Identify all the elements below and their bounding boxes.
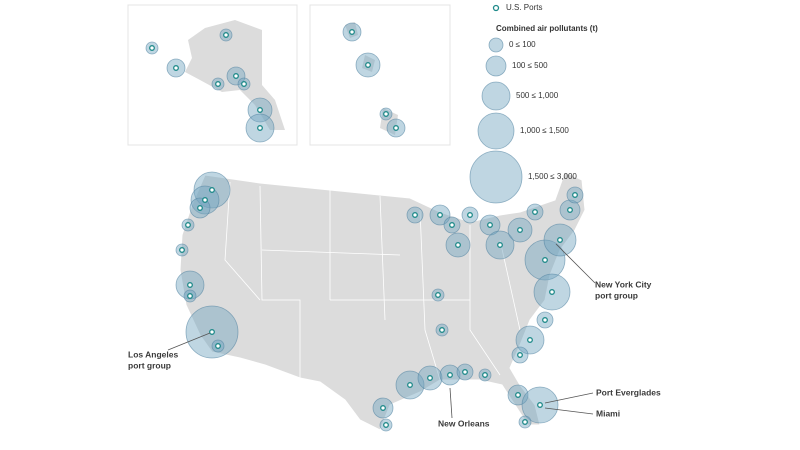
legend-bubble bbox=[485, 55, 507, 77]
port-dot bbox=[487, 222, 493, 228]
port-dot bbox=[197, 205, 203, 211]
port-dot bbox=[437, 212, 443, 218]
place-label: Miami bbox=[596, 408, 620, 418]
place-label: Port Everglades bbox=[596, 387, 661, 397]
port-dot bbox=[482, 372, 488, 378]
contiguous-us bbox=[179, 171, 586, 431]
legend: U.S. Ports Combined air pollutants (t) 0… bbox=[469, 3, 598, 204]
legend-bin: 500 ≤ 1,000 bbox=[516, 91, 559, 100]
port-dot bbox=[497, 242, 503, 248]
place-label: Los Angeles bbox=[128, 349, 178, 359]
port-dot bbox=[179, 247, 185, 253]
port-dot bbox=[427, 375, 433, 381]
legend-bubble bbox=[481, 81, 511, 111]
port-dot bbox=[215, 81, 221, 87]
place-label: port group bbox=[595, 290, 638, 300]
port-dot bbox=[449, 222, 455, 228]
port-dot bbox=[527, 337, 533, 343]
legend-title: Combined air pollutants (t) bbox=[496, 24, 598, 33]
state-lines bbox=[224, 181, 521, 381]
legend-bin: 1,000 ≤ 1,500 bbox=[520, 126, 569, 135]
port-dot bbox=[407, 382, 413, 388]
port-dot bbox=[185, 222, 191, 228]
leader-line bbox=[167, 332, 211, 351]
port-dot bbox=[233, 73, 239, 79]
leader-line bbox=[544, 407, 594, 415]
port-dot bbox=[517, 227, 523, 233]
port-dot bbox=[439, 327, 445, 333]
port-dot bbox=[223, 32, 229, 38]
port-dot bbox=[393, 125, 399, 131]
port-dot bbox=[412, 212, 418, 218]
port-dot bbox=[257, 107, 263, 113]
port-dot bbox=[517, 352, 523, 358]
alaska-frame bbox=[127, 4, 298, 146]
leader-line bbox=[544, 392, 594, 404]
port-dot bbox=[557, 237, 563, 243]
port-dot bbox=[522, 419, 528, 425]
port-dot bbox=[549, 289, 555, 295]
port-dot bbox=[447, 372, 453, 378]
port-bubbles bbox=[145, 22, 584, 432]
legend-bubble bbox=[477, 112, 515, 150]
port-dot bbox=[383, 111, 389, 117]
place-label: New Orleans bbox=[438, 418, 490, 428]
legend-ports: U.S. Ports bbox=[506, 3, 542, 12]
port-dot bbox=[365, 62, 371, 68]
leader-line bbox=[555, 243, 596, 284]
port-dot bbox=[435, 292, 441, 298]
hawaii-frame bbox=[309, 4, 451, 146]
legend-bubble bbox=[469, 150, 523, 204]
legend-bin: 100 ≤ 500 bbox=[512, 61, 548, 70]
port-legend-dot bbox=[492, 4, 500, 12]
port-dot bbox=[209, 187, 215, 193]
port-dot bbox=[455, 242, 461, 248]
port-dot bbox=[149, 45, 155, 51]
port-dot bbox=[173, 65, 179, 71]
port-dot bbox=[537, 402, 543, 408]
port-dot bbox=[462, 369, 468, 375]
port-dot bbox=[241, 81, 247, 87]
place-label: port group bbox=[128, 360, 171, 370]
port-dot bbox=[572, 192, 578, 198]
port-dot bbox=[383, 422, 389, 428]
port-dot bbox=[515, 392, 521, 398]
port-dot bbox=[215, 343, 221, 349]
legend-bin: 0 ≤ 100 bbox=[509, 40, 536, 49]
legend-bubble bbox=[488, 37, 504, 53]
port-dot bbox=[187, 282, 193, 288]
port-dot bbox=[567, 207, 573, 213]
leader-line bbox=[449, 387, 453, 419]
port-dot bbox=[542, 257, 548, 263]
port-dot bbox=[532, 209, 538, 215]
port-dot bbox=[380, 405, 386, 411]
place-label: New York City bbox=[595, 279, 652, 289]
port-dot bbox=[349, 29, 355, 35]
port-dot bbox=[187, 293, 193, 299]
legend-bin: 1,500 ≤ 3,000 bbox=[528, 172, 577, 181]
port-dot bbox=[467, 212, 473, 218]
port-dot bbox=[209, 329, 215, 335]
port-dot bbox=[257, 125, 263, 131]
port-dot bbox=[202, 197, 208, 203]
port-dot bbox=[542, 317, 548, 323]
